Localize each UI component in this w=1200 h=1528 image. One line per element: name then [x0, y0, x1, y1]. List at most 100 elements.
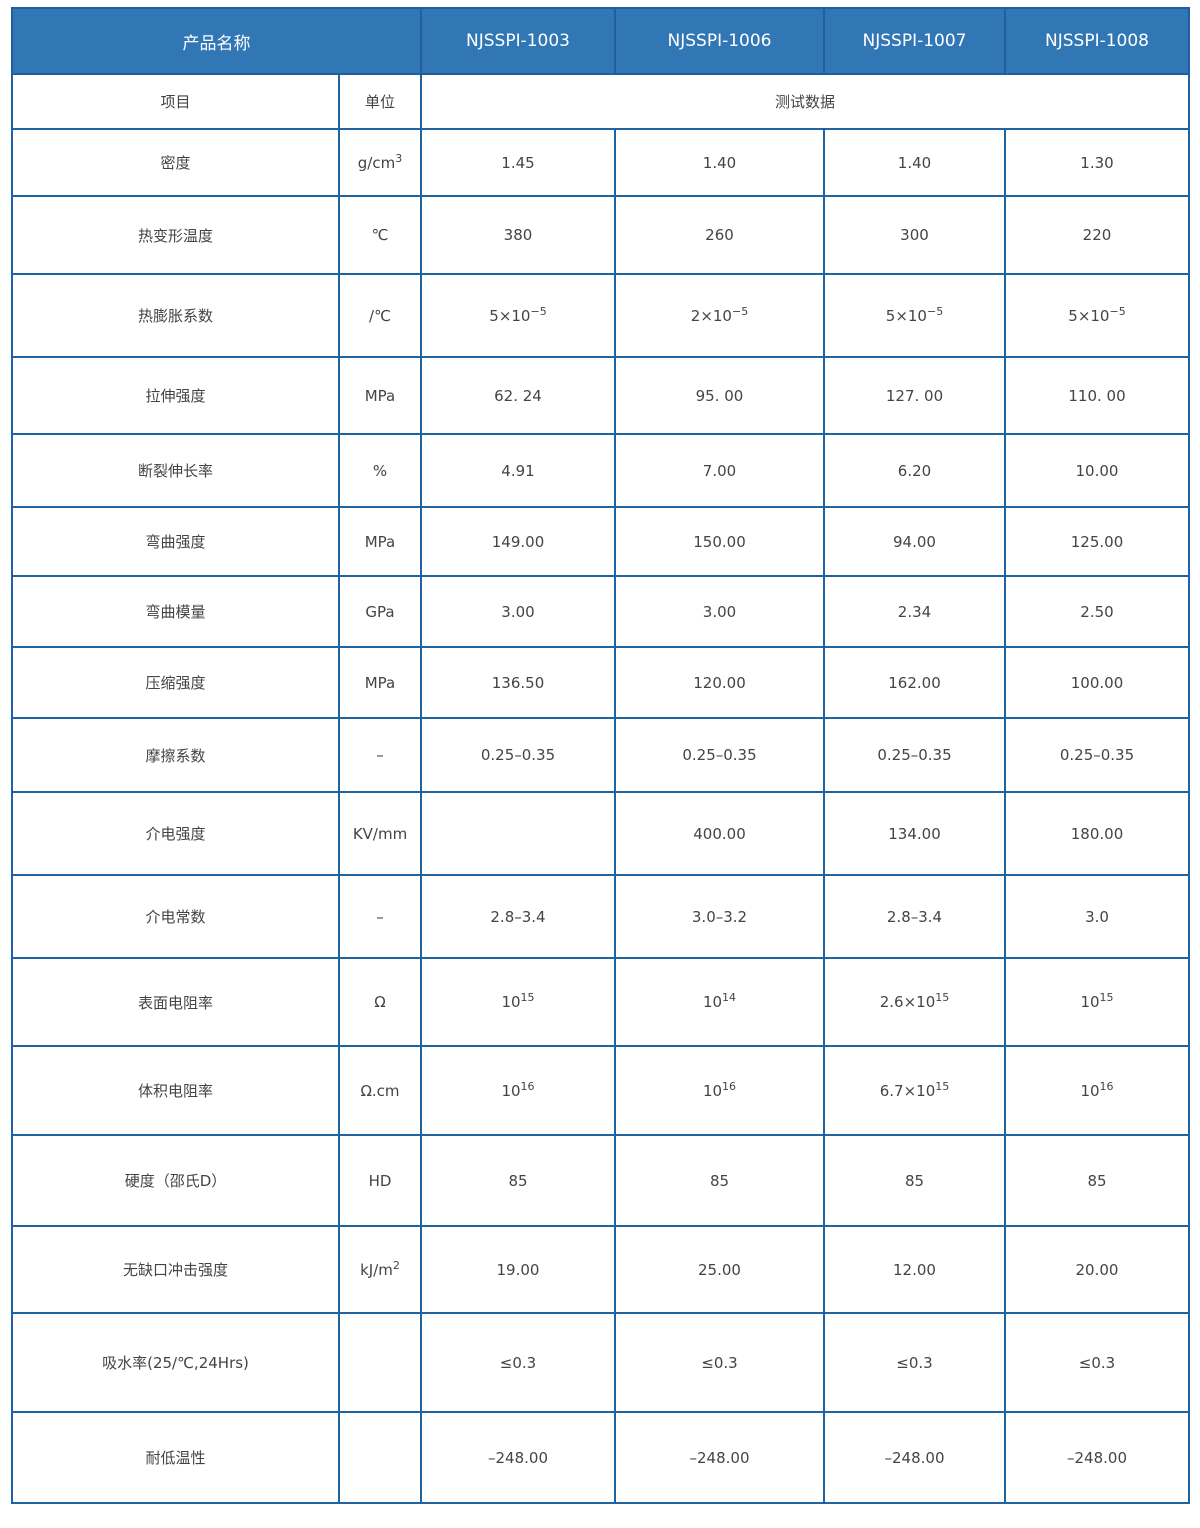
value-cell: 12.00: [823, 1225, 1006, 1314]
unit-cell: MPa: [338, 646, 422, 719]
unit-cell: [338, 1411, 422, 1504]
property-label: 弯曲强度: [11, 506, 340, 577]
value-cell: 3.00: [420, 575, 616, 648]
value-cell: 1.30: [1004, 128, 1190, 197]
superscript: 15: [935, 1079, 950, 1093]
value-cell: 180.00: [1004, 791, 1190, 876]
superscript: 16: [1099, 1079, 1114, 1093]
table-row: 弯曲模量 GPa 3.00 3.00 2.34 2.50: [11, 575, 1190, 648]
value-cell: 100.00: [1004, 646, 1190, 719]
value-cell: 6.20: [823, 433, 1006, 508]
table-row: 介电常数 – 2.8–3.4 3.0–3.2 2.8–3.4 3.0: [11, 874, 1190, 959]
property-label: 体积电阻率: [11, 1045, 340, 1136]
cell-text: 0.25–0.35: [682, 746, 757, 764]
cell-text: 150.00: [693, 532, 746, 551]
cell-text: GPa: [365, 602, 395, 621]
cell-text: 10: [1080, 993, 1100, 1011]
value-cell: 85: [823, 1134, 1006, 1227]
value-cell: ≤0.3: [420, 1312, 616, 1413]
value-cell: 6.7×1015: [823, 1045, 1006, 1136]
cell-text: 300: [900, 226, 929, 244]
value-cell: 5×10−5: [1004, 273, 1190, 358]
value-cell: 162.00: [823, 646, 1006, 719]
property-label: 密度: [11, 128, 340, 197]
unit-cell: HD: [338, 1134, 422, 1227]
value-cell: 2.8–3.4: [823, 874, 1006, 959]
cell-text: 94.00: [893, 532, 936, 551]
superscript: 15: [935, 991, 950, 1004]
value-cell: 220: [1004, 195, 1190, 275]
cell-text: 4.91: [501, 461, 535, 480]
unit-cell: KV/mm: [338, 791, 422, 876]
value-cell: 300: [823, 195, 1006, 275]
superscript: 14: [722, 991, 737, 1004]
cell-text: 85: [1087, 1171, 1107, 1190]
cell-text: –: [376, 907, 384, 926]
value-cell: 136.50: [420, 646, 616, 719]
value-cell: 0.25–0.35: [614, 717, 825, 793]
property-label: 硬度（邵氏D）: [11, 1134, 340, 1227]
superscript: 3: [395, 151, 403, 165]
value-cell: –248.00: [420, 1411, 616, 1504]
cell-text: 10: [501, 1081, 521, 1100]
property-label: 拉伸强度: [11, 356, 340, 435]
cell-text: ≤0.3: [701, 1353, 738, 1372]
cell-text: ≤0.3: [499, 1353, 537, 1372]
cell-text: 85: [709, 1171, 730, 1190]
cell-text: –: [376, 746, 384, 764]
value-cell: 5×10−5: [420, 273, 616, 358]
cell-text: Ω: [374, 993, 386, 1011]
cell-text: 3.00: [702, 602, 737, 621]
value-cell: [420, 791, 616, 876]
unit-cell: g/cm3: [338, 128, 422, 197]
superscript: −5: [530, 304, 547, 318]
unit-cell: /℃: [338, 273, 422, 358]
property-label: 热膨胀系数: [11, 273, 340, 358]
cell-text: 400.00: [693, 824, 746, 843]
value-cell: 149.00: [420, 506, 616, 577]
value-cell: 120.00: [614, 646, 825, 719]
value-cell: 0.25–0.35: [823, 717, 1006, 793]
cell-text: 180.00: [1070, 824, 1124, 843]
cell-text: –248.00: [1067, 1448, 1127, 1467]
property-label: 弯曲模量: [11, 575, 340, 648]
subheader-row: 项目 单位 测试数据: [11, 73, 1190, 130]
value-cell: 85: [1004, 1134, 1190, 1227]
cell-text: HD: [368, 1171, 392, 1190]
table-row: 硬度（邵氏D） HD 85 85 85 85: [11, 1134, 1190, 1227]
cell-text: 5×10: [489, 306, 531, 325]
value-cell: 4.91: [420, 433, 616, 508]
cell-text: Ω.cm: [360, 1081, 400, 1100]
value-cell: 2×10−5: [614, 273, 825, 358]
cell-text: 5×10: [1068, 306, 1110, 325]
cell-text: 120.00: [693, 673, 746, 692]
cell-text: ℃: [371, 226, 389, 244]
value-cell: 0.25–0.35: [1004, 717, 1190, 793]
product-spec-table: 产品名称 NJSSPI-1003 NJSSPI-1006 NJSSPI-1007…: [11, 7, 1190, 1504]
value-cell: 25.00: [614, 1225, 825, 1314]
value-cell: ≤0.3: [1004, 1312, 1190, 1413]
value-cell: 94.00: [823, 506, 1006, 577]
superscript: 16: [520, 1079, 535, 1093]
product-header: NJSSPI-1006: [614, 7, 825, 75]
value-cell: 1015: [420, 957, 616, 1047]
cell-text: 2.50: [1080, 602, 1114, 621]
table-row: 压缩强度 MPa 136.50 120.00 162.00 100.00: [11, 646, 1190, 719]
cell-text: 149.00: [491, 532, 545, 551]
product-header: NJSSPI-1007: [823, 7, 1006, 75]
property-label: 无缺口冲击强度: [11, 1225, 340, 1314]
superscript: −5: [1109, 304, 1126, 318]
value-cell: 400.00: [614, 791, 825, 876]
product-header: NJSSPI-1008: [1004, 7, 1190, 75]
cell-text: 1.40: [897, 153, 932, 172]
value-cell: 134.00: [823, 791, 1006, 876]
property-label: 介电强度: [11, 791, 340, 876]
unit-cell: MPa: [338, 506, 422, 577]
superscript: 15: [520, 991, 535, 1004]
unit-cell: [338, 1312, 422, 1413]
cell-text: MPa: [364, 386, 396, 405]
product-name-header: 产品名称: [11, 7, 422, 75]
cell-text: 10: [702, 1081, 723, 1100]
value-cell: ≤0.3: [823, 1312, 1006, 1413]
cell-text: MPa: [364, 673, 396, 692]
